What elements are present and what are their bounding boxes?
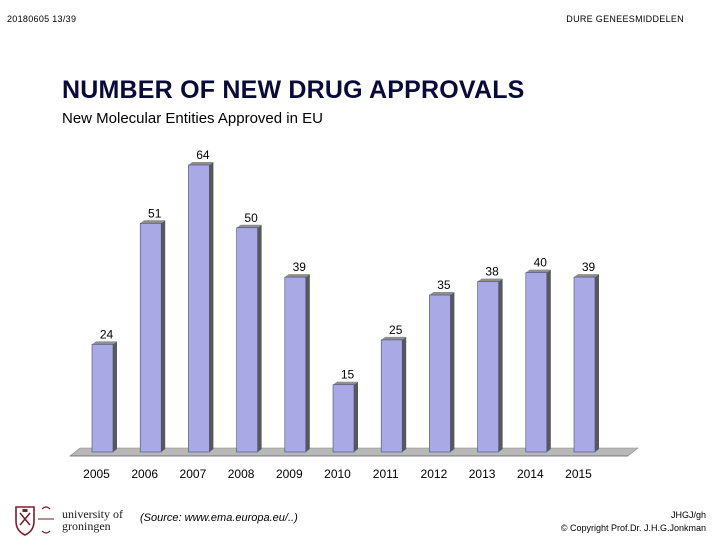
bar-side <box>113 341 117 452</box>
bar-side <box>257 224 262 452</box>
bar-side <box>498 278 503 452</box>
bar-chart: 24 2005 51 2006 64 2007 50 2008 39 2009 15 2010 25 20… <box>69 148 639 481</box>
bar-side <box>305 274 310 452</box>
bar-value-label: 15 <box>341 368 355 382</box>
source-note: (Source: www.ema.europa.eu/..) <box>140 512 298 524</box>
bar <box>525 272 548 453</box>
x-tick-label: 2009 <box>276 467 303 481</box>
bar <box>236 227 258 453</box>
logo-line-1: university of <box>62 507 123 521</box>
bar-top <box>284 274 310 278</box>
bar-side <box>450 292 455 452</box>
bar-top <box>140 220 166 224</box>
bar-value-label: 35 <box>437 278 451 292</box>
bar-top <box>574 274 599 278</box>
bar-value-label: 40 <box>534 256 548 270</box>
bar-side <box>354 381 358 452</box>
chart-subtitle: New Molecular Entities Approved in EU <box>62 110 323 127</box>
page-title: NUMBER OF NEW DRUG APPROVALS <box>62 76 525 104</box>
bar-top <box>188 162 214 165</box>
bar-side <box>161 220 166 452</box>
x-tick-label: 2012 <box>421 467 448 481</box>
bar-top <box>236 224 262 228</box>
university-crest-icon <box>15 506 54 536</box>
bar <box>139 222 162 453</box>
bar <box>188 164 210 453</box>
bar <box>573 276 596 453</box>
bar-value-label: 38 <box>485 265 499 279</box>
bar-side <box>402 336 407 452</box>
bar <box>284 276 307 453</box>
x-tick-label: 2008 <box>228 467 255 481</box>
bar-value-label: 51 <box>148 206 162 220</box>
bar-top <box>92 341 117 345</box>
bar-side <box>546 269 551 452</box>
bar-value-label: 64 <box>196 148 210 162</box>
bar-top <box>333 381 358 385</box>
logo-line-2: groningen <box>62 519 111 533</box>
bar <box>91 344 114 453</box>
bar-top <box>477 278 503 282</box>
bar-top <box>381 336 407 340</box>
bar-value-label: 39 <box>582 260 596 274</box>
x-tick-label: 2005 <box>83 467 110 481</box>
bar-side <box>595 274 599 452</box>
x-tick-label: 2006 <box>131 467 158 481</box>
credit-initials: JHGJ/gh <box>670 510 706 520</box>
university-logo-text: university of groningen <box>62 508 123 532</box>
bar-side <box>209 162 214 452</box>
bar-top <box>429 292 455 296</box>
bar <box>429 294 451 453</box>
bar <box>380 339 403 453</box>
x-tick-label: 2011 <box>373 467 399 481</box>
bar-value-label: 39 <box>293 260 307 274</box>
bar-value-label: 50 <box>244 211 258 225</box>
x-tick-label: 2014 <box>517 467 544 481</box>
x-tick-label: 2015 <box>565 467 592 481</box>
bar <box>477 281 499 453</box>
bar-value-label: 25 <box>389 323 403 337</box>
slide-date-page: 20180605 13/39 <box>7 14 77 24</box>
footer-credit: JHGJ/gh © Copyright Prof.Dr. J.H.G.Jonkm… <box>561 509 706 535</box>
bar <box>332 384 355 453</box>
slide-section-title: DURE GENEESMIDDELEN <box>566 14 684 24</box>
copyright-text: © Copyright Prof.Dr. J.H.G.Jonkman <box>560 523 706 533</box>
x-tick-label: 2010 <box>324 467 351 481</box>
x-tick-label: 2013 <box>469 467 496 481</box>
bar-value-label: 24 <box>100 327 114 341</box>
x-tick-label: 2007 <box>180 467 207 481</box>
bar-top <box>525 269 551 273</box>
